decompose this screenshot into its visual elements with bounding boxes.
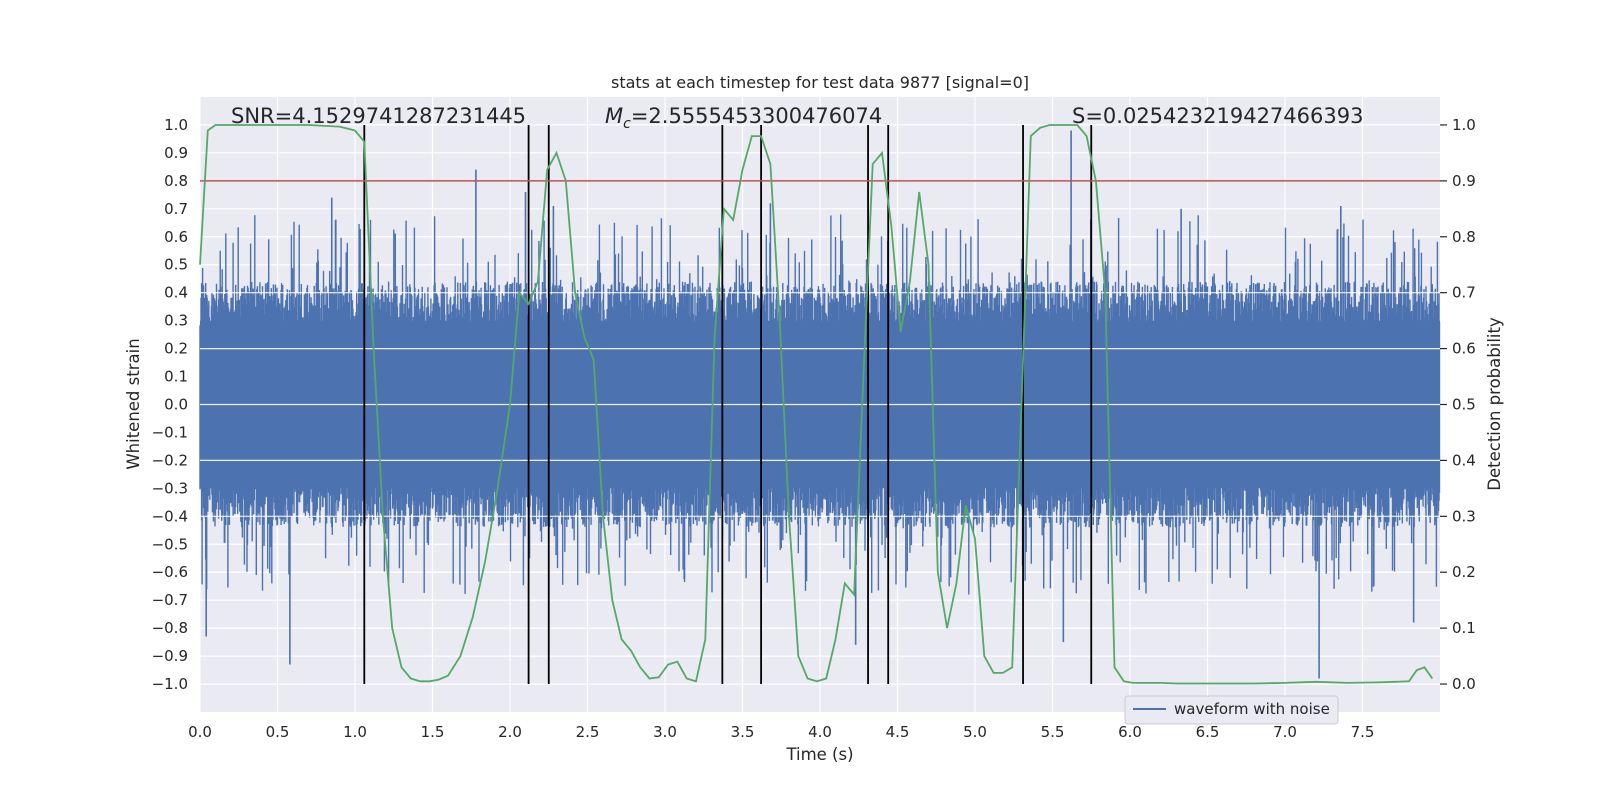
detection-probability-line	[199, 124, 1434, 685]
x-tick-label: 1.5	[421, 723, 445, 741]
y2-axis-label: Detection probability	[1485, 317, 1504, 491]
y2-tick-label: 1.0	[1452, 116, 1476, 134]
x-tick-label: 7.5	[1351, 723, 1375, 741]
y-tick-label: 0.4	[164, 284, 188, 302]
noise-layer	[199, 130, 1441, 679]
legend: waveform with noise	[1124, 695, 1339, 725]
y-tick-label: 0.0	[164, 396, 188, 414]
x-tick-label: 7.0	[1273, 723, 1297, 741]
y-tick-label: −0.9	[152, 647, 188, 665]
y-tick-label: 0.2	[164, 340, 188, 358]
chirp-mass-annotation: Mc=2.5555453300476074	[605, 104, 882, 132]
x-axis-label: Time (s)	[785, 745, 853, 764]
x-tick-label: 2.5	[576, 723, 600, 741]
y-tick-label: −0.8	[152, 619, 188, 637]
y2-tick-label: 0.5	[1452, 396, 1476, 414]
y-tick-label: 0.6	[164, 228, 188, 246]
chart-title: stats at each timestep for test data 987…	[611, 73, 1029, 92]
x-axis-ticks: 0.0 0.5 1.0 1.5 2.0 2.5 3.0 3.5 4.0 4.5 5.0 5.5 6.0 6…	[188, 723, 1374, 741]
x-tick-label: 0.5	[266, 723, 290, 741]
y-tick-label: −0.4	[152, 507, 188, 525]
x-tick-label: 6.5	[1196, 723, 1220, 741]
x-tick-label: 2.0	[498, 723, 522, 741]
x-tick-label: 6.0	[1118, 723, 1142, 741]
y-axis-label: Whitened strain	[124, 338, 143, 469]
x-tick-label: 5.5	[1041, 723, 1065, 741]
chirp-mass-symbol: M	[605, 104, 623, 128]
x-tick-label: 0.0	[188, 723, 212, 741]
y2-tick-label: 0.3	[1452, 507, 1476, 525]
y-tick-label: 0.8	[164, 172, 188, 190]
y2-tick-label: 0.9	[1452, 172, 1476, 190]
y-tick-label: 0.3	[164, 312, 188, 330]
y-axis-ticks: 1.0 0.9 0.8 0.7 0.6 0.5 0.4 0.3 0.2 0.1 0.0 −0.1 −0.…	[152, 116, 188, 693]
y-tick-label: −0.6	[152, 563, 188, 581]
y2-tick-label: 0.2	[1452, 563, 1476, 581]
y-tick-label: −0.1	[152, 423, 188, 441]
snr-annotation: SNR=4.1529741287231445	[231, 104, 526, 128]
y2-tick-label: 0.1	[1452, 619, 1476, 637]
x-tick-label: 4.0	[808, 723, 832, 741]
y-tick-label: 0.9	[164, 144, 188, 162]
x-tick-label: 1.0	[343, 723, 367, 741]
x-tick-label: 5.0	[963, 723, 987, 741]
y-tick-label: −0.5	[152, 535, 188, 553]
y2-tick-label: 0.7	[1452, 284, 1476, 302]
y-tick-label: −0.7	[152, 591, 188, 609]
y-tick-label: 1.0	[164, 116, 188, 134]
spin-annotation: S=0.025423219427466393	[1072, 104, 1363, 128]
y2-tick-label: 0.4	[1452, 451, 1476, 469]
x-tick-label: 3.5	[731, 723, 755, 741]
y2-tick-label: 0.8	[1452, 228, 1476, 246]
y2-axis-ticks: 1.0 0.9 0.8 0.7 0.6 0.5 0.4 0.3 0.2 0.1 0.0	[1440, 116, 1476, 693]
y-tick-label: −0.3	[152, 479, 188, 497]
y2-tick-label: 0.6	[1452, 340, 1476, 358]
x-tick-label: 4.5	[886, 723, 910, 741]
y-tick-label: 0.5	[164, 256, 188, 274]
y-tick-label: −0.2	[152, 451, 188, 469]
chirp-mass-value: =2.5555453300476074	[631, 104, 882, 128]
legend-label: waveform with noise	[1174, 700, 1330, 718]
y-tick-label: 0.1	[164, 368, 188, 386]
chirp-mass-subscript: c	[623, 116, 631, 132]
y-tick-label: −1.0	[152, 675, 188, 693]
y-tick-label: 0.7	[164, 200, 188, 218]
legend-box	[1124, 695, 1339, 725]
x-tick-label: 3.0	[653, 723, 677, 741]
y2-tick-label: 0.0	[1452, 675, 1476, 693]
